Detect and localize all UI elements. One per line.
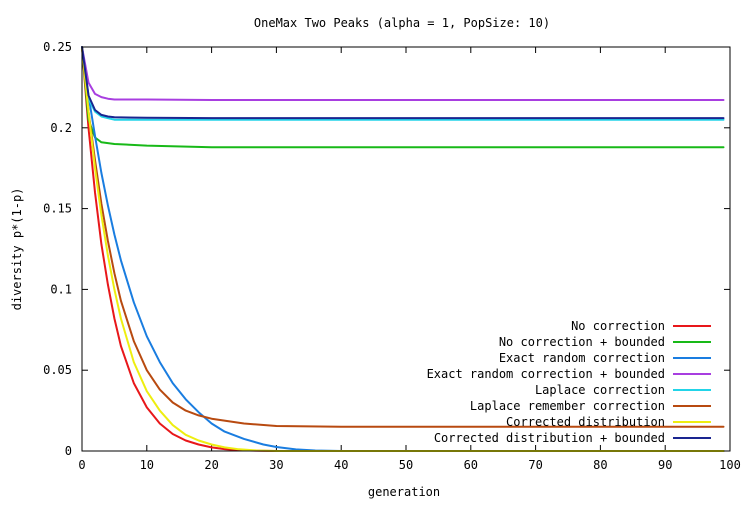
y-tick-label: 0.1 — [50, 282, 72, 296]
series-group — [81, 46, 725, 452]
x-tick-label: 80 — [593, 458, 607, 472]
plot-frame — [81, 46, 731, 452]
legend-label: Laplace correction — [535, 383, 665, 397]
y-axis-label: diversity p*(1-p) — [10, 188, 24, 311]
legend-label: Exact random correction — [499, 351, 665, 365]
series-line-2 — [81, 46, 725, 149]
chart-title: OneMax Two Peaks (alpha = 1, PopSize: 10… — [254, 16, 550, 30]
series-line-6 — [81, 46, 725, 428]
x-tick-label: 100 — [719, 458, 741, 472]
y-tick-label: 0.2 — [50, 121, 72, 135]
x-tick-label: 20 — [204, 458, 218, 472]
legend-label: Laplace remember correction — [470, 399, 665, 413]
legend-label: No correction + bounded — [499, 335, 665, 349]
x-tick-label: 50 — [399, 458, 413, 472]
legend-label: Corrected distribution — [506, 415, 665, 429]
legend-label: No correction — [571, 319, 665, 333]
series-line-4 — [81, 46, 725, 101]
x-axis-label: generation — [368, 485, 440, 499]
y-tick-label: 0 — [65, 444, 72, 458]
x-tick-label: 70 — [528, 458, 542, 472]
y-tick-label: 0.15 — [43, 202, 72, 216]
x-tick-label: 30 — [269, 458, 283, 472]
series-line-3 — [81, 46, 725, 452]
x-tick-label: 0 — [78, 458, 85, 472]
y-tick-label: 0.25 — [43, 40, 72, 54]
series-line-8 — [81, 46, 725, 120]
x-tick-label: 10 — [140, 458, 154, 472]
series-line-5 — [81, 46, 725, 121]
y-tick-label: 0.05 — [43, 363, 72, 377]
legend-label: Corrected distribution + bounded — [434, 431, 665, 445]
x-tick-label: 40 — [334, 458, 348, 472]
x-tick-label: 90 — [658, 458, 672, 472]
series-line-7 — [81, 46, 725, 452]
x-tick-label: 60 — [464, 458, 478, 472]
legend-label: Exact random correction + bounded — [427, 367, 665, 381]
axes: 0 10 20 30 40 50 60 70 80 90 100 0 0.05 0.1 0.15 0.2 0.2… — [43, 40, 741, 472]
series-line-1 — [81, 46, 725, 452]
legend: No correction No correction + bounded Exac… — [427, 319, 711, 445]
